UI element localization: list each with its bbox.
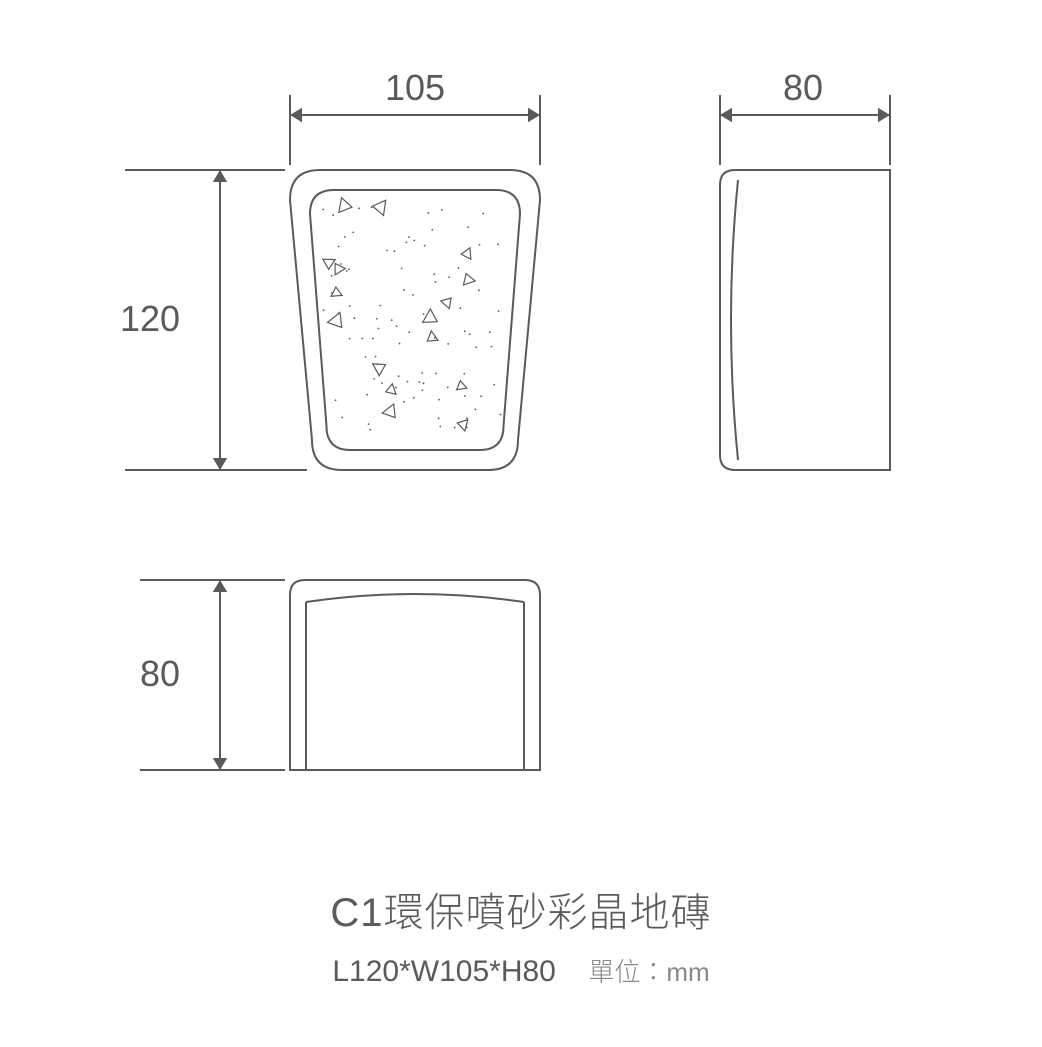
product-title: C1環保噴砂彩晶地磚 bbox=[0, 880, 1042, 938]
product-spec: L120*W105*H80 bbox=[332, 955, 556, 988]
product-name: 環保噴砂彩晶地磚 bbox=[384, 891, 712, 935]
dimension-label-height-120: 120 bbox=[120, 298, 180, 340]
drawing-canvas: 105 120 80 80 C1環保噴砂彩晶地磚 L120*W105*H80 單… bbox=[0, 0, 1042, 1042]
product-code: C1 bbox=[330, 891, 383, 935]
dimension-label-height-80: 80 bbox=[140, 653, 180, 695]
dimension-label-width-105: 105 bbox=[385, 67, 445, 109]
title-block: C1環保噴砂彩晶地磚 L120*W105*H80 單位：mm bbox=[0, 880, 1042, 989]
unit-label: 單位：mm bbox=[588, 957, 709, 987]
product-spec-row: L120*W105*H80 單位：mm bbox=[0, 952, 1042, 989]
dimension-label-width-80: 80 bbox=[783, 67, 823, 109]
